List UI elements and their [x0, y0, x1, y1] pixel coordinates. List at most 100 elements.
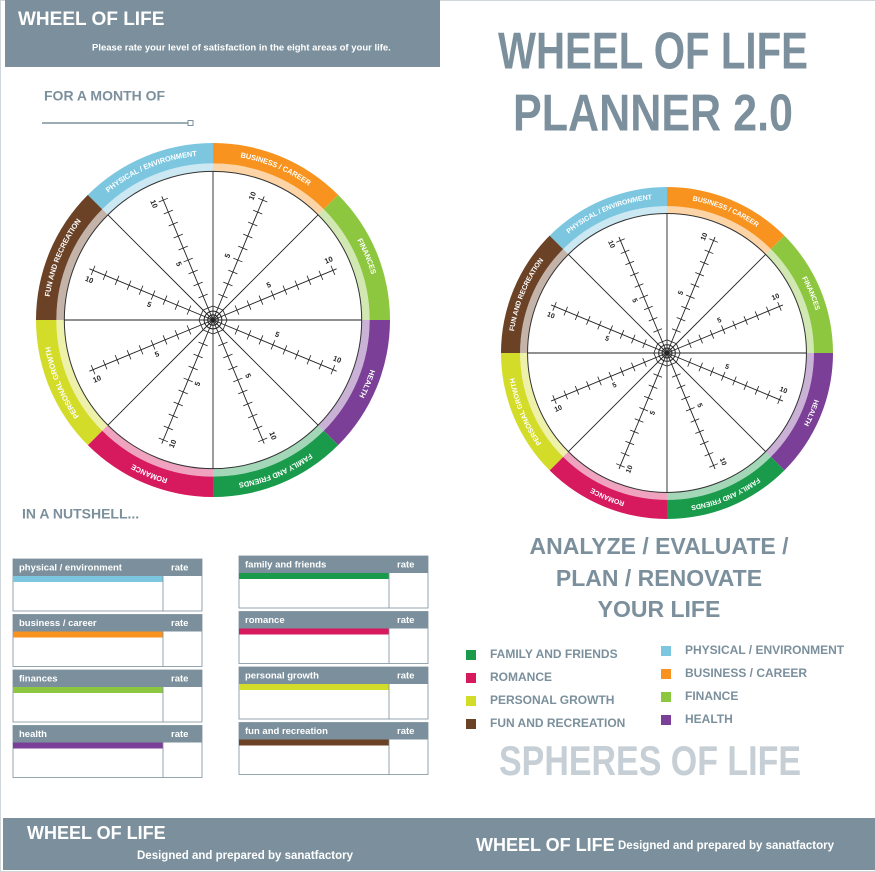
scale-tick	[223, 353, 233, 359]
scale-label: 5	[274, 330, 281, 340]
scale-tick	[294, 280, 300, 290]
scale-tick	[552, 395, 557, 405]
nutshell-color-bar	[13, 576, 163, 582]
scale-tick	[188, 365, 198, 371]
header-subtitle: Please rate your level of satisfaction i…	[92, 43, 391, 54]
sector-inner-band	[563, 206, 667, 255]
scale-tick	[552, 301, 557, 311]
sector-band	[501, 235, 564, 353]
scale-spoke	[212, 319, 337, 372]
nutshell-rate-label: rate	[397, 671, 414, 682]
scale-tick	[294, 350, 300, 360]
scale-label: 5	[612, 382, 618, 390]
scale-tick	[102, 359, 108, 370]
legend-swatch	[661, 715, 671, 725]
scale-tick	[676, 384, 686, 389]
nutshell-color-bar	[239, 573, 389, 579]
scale-tick	[695, 429, 705, 434]
scale-tick	[643, 395, 653, 401]
scale-tick	[318, 270, 324, 281]
nutshell-header	[13, 559, 202, 576]
scale-label: 10	[606, 240, 615, 250]
scale-tick	[193, 281, 203, 287]
spheres-title: SPHERES OF LIFE	[499, 737, 801, 784]
scale-tick	[228, 365, 238, 371]
scale-tick	[629, 429, 639, 434]
scale-tick	[766, 306, 771, 316]
scale-tick	[233, 257, 243, 263]
scale-tick	[193, 353, 203, 359]
scale-tick	[634, 283, 644, 288]
sector-band	[667, 456, 785, 519]
scale-label: 5	[146, 300, 153, 310]
legend-swatch	[466, 696, 476, 706]
header-title: WHEEL OF LIFE	[18, 9, 164, 30]
sector-divider	[666, 254, 766, 354]
sector-inner-band	[213, 163, 324, 215]
scale-tick	[183, 257, 193, 263]
nutshell-title: IN A NUTSHELL...	[22, 506, 139, 522]
nutshell-header	[239, 667, 428, 684]
nutshell-label: physical / environment	[19, 563, 123, 574]
nutshell-header	[13, 670, 202, 687]
nutshell-header	[239, 611, 428, 629]
nutshell-label: business / career	[19, 618, 97, 629]
scale-label: 10	[267, 430, 278, 441]
scale-tick	[586, 381, 591, 391]
scale-label: 10	[554, 404, 564, 413]
scale-tick	[213, 305, 223, 311]
scale-tick	[667, 339, 677, 344]
nutshell-label: health	[19, 729, 47, 740]
scale-spoke	[89, 268, 214, 321]
sector-band	[87, 430, 213, 497]
nutshell-label: romance	[245, 615, 285, 626]
legend-label: PERSONAL GROWTH	[490, 693, 614, 707]
sector-divider	[568, 352, 668, 452]
scale-tick	[163, 425, 174, 431]
scale-tick	[102, 270, 108, 281]
scale-spoke	[618, 352, 668, 470]
nutshell-rate-label: rate	[397, 560, 414, 571]
scale-tick	[625, 260, 635, 266]
scale-spoke	[666, 304, 784, 354]
scale-tick	[608, 371, 613, 381]
nutshell-header	[13, 725, 202, 743]
scale-tick	[754, 311, 760, 321]
scale-tick	[698, 362, 703, 372]
scale-tick	[676, 353, 681, 363]
scale-tick	[709, 367, 715, 377]
scale-tick	[671, 373, 681, 378]
scale-tick	[687, 339, 692, 349]
scale-tick	[173, 233, 183, 239]
scale-tick	[114, 355, 120, 365]
legend-swatch	[466, 673, 476, 683]
scale-tick	[243, 233, 253, 239]
scale-tick	[162, 335, 168, 345]
scale-spoke	[550, 304, 668, 354]
nutshell-header	[239, 556, 428, 573]
tagline: PLAN / RENOVATE	[556, 565, 762, 591]
scale-tick	[653, 373, 663, 378]
scale-tick	[223, 281, 233, 287]
scale-spoke	[666, 352, 716, 470]
tagline: YOUR LIFE	[598, 596, 721, 622]
legend-swatch	[661, 692, 671, 702]
scale-tick	[597, 320, 602, 330]
scale-tick	[642, 357, 647, 367]
scale-tick	[704, 452, 714, 457]
scale-label: 10	[323, 254, 334, 265]
scale-tick	[90, 265, 96, 276]
scale-tick	[653, 328, 663, 333]
scale-tick	[653, 353, 658, 363]
scale-tick	[685, 294, 695, 299]
scale-spoke	[161, 196, 214, 321]
scale-tick	[238, 245, 248, 251]
nutshell-label: fun and recreation	[245, 726, 328, 737]
scale-tick	[629, 272, 639, 277]
scale-tick	[158, 437, 169, 443]
sector-band	[87, 143, 213, 210]
legend-label: FAMILY AND FRIENDS	[490, 647, 618, 661]
sector-divider	[212, 214, 319, 321]
footer-title: WHEEL OF LIFE	[476, 835, 615, 855]
hub	[207, 314, 219, 326]
